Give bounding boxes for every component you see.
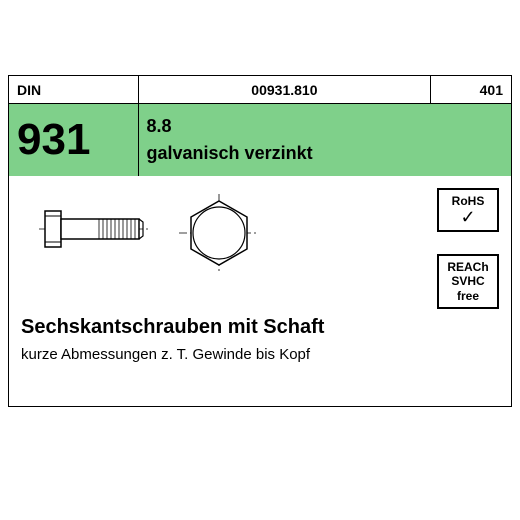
code-value: 00931.810 — [251, 82, 317, 98]
reach-line2: SVHC — [441, 274, 495, 288]
rev-value: 401 — [480, 82, 503, 98]
finish-label: galvanisch verzinkt — [147, 143, 503, 164]
body-area: RoHS ✓ REACh SVHC free Sechskantschraube… — [9, 176, 511, 406]
din-number-cell: 931 — [9, 104, 139, 176]
product-subtitle: kurze Abmessungen z. T. Gewinde bis Kopf — [21, 346, 310, 363]
spec-row: 931 8.8 galvanisch verzinkt — [9, 104, 511, 176]
code-cell: 00931.810 — [139, 76, 432, 103]
product-card: DIN 00931.810 401 931 8.8 galvanisch ver… — [8, 75, 512, 407]
reach-line1: REACh — [441, 260, 495, 274]
standard-label: DIN — [17, 82, 41, 98]
header-row: DIN 00931.810 401 — [9, 76, 511, 104]
reach-badge: REACh SVHC free — [437, 254, 499, 309]
check-icon: ✓ — [441, 208, 495, 226]
standard-cell: DIN — [9, 76, 139, 103]
grade-label: 8.8 — [147, 116, 503, 137]
din-number: 931 — [17, 118, 130, 162]
rev-cell: 401 — [431, 76, 511, 103]
reach-line3: free — [441, 289, 495, 303]
bolt-side-drawing — [39, 194, 149, 264]
rohs-badge: RoHS ✓ — [437, 188, 499, 232]
product-title: Sechskantschrauben mit Schaft — [21, 316, 324, 339]
spec-info-cell: 8.8 galvanisch verzinkt — [139, 104, 511, 176]
bolt-hex-drawing — [179, 194, 259, 272]
rohs-label: RoHS — [441, 194, 495, 208]
